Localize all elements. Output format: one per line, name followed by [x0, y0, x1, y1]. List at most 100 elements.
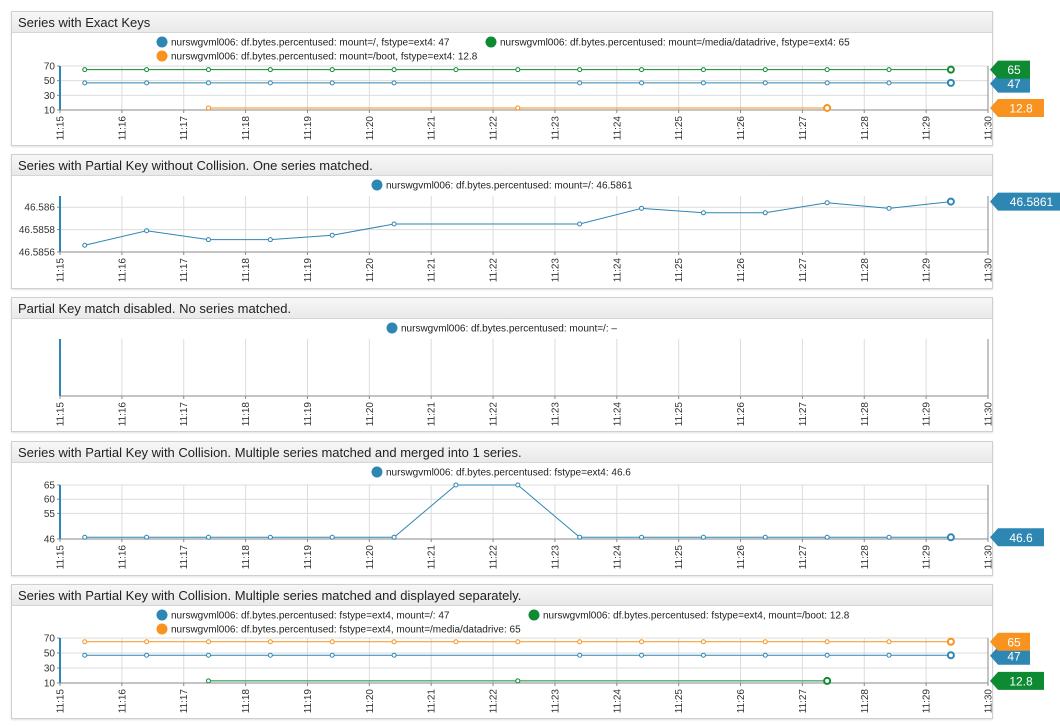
legend-label[interactable]: nurswgvml006: df.bytes.percentused: moun… [500, 38, 850, 49]
x-tick-label: 11:24 [612, 402, 623, 427]
x-tick-label: 11:27 [798, 116, 809, 141]
y-tick-label: 10 [44, 679, 56, 690]
legend-marker[interactable] [156, 36, 168, 48]
legend-label[interactable]: nurswgvml006: df.bytes.percentused: moun… [171, 52, 478, 63]
legend-label[interactable]: nurswgvml006: df.bytes.percentused: fsty… [386, 468, 631, 479]
legend-marker[interactable] [156, 623, 168, 635]
legend-label[interactable]: nurswgvml006: df.bytes.percentused: moun… [171, 38, 450, 49]
value-badge [990, 646, 1030, 665]
data-point [762, 639, 768, 645]
x-tick-label: 11:19 [303, 116, 314, 141]
x-tick-label: 11:21 [427, 258, 438, 283]
data-point [762, 80, 768, 86]
data-point [762, 652, 768, 658]
x-tick-label: 11:26 [736, 116, 747, 141]
data-point [329, 639, 335, 645]
x-tick-label: 11:29 [922, 545, 933, 570]
x-tick-label: 11:24 [612, 116, 623, 141]
legend-marker[interactable] [485, 36, 497, 48]
data-point [267, 237, 273, 243]
x-tick-label: 11:24 [612, 545, 623, 570]
x-tick-label: 11:30 [984, 545, 995, 570]
data-point [205, 80, 211, 86]
x-tick-label: 11:17 [179, 116, 190, 141]
x-tick-label: 11:15 [56, 402, 67, 427]
widget-title: Partial Key match disabled. No series ma… [12, 298, 992, 319]
data-point [639, 80, 645, 86]
data-point [267, 534, 273, 540]
x-tick-label: 11:21 [427, 689, 438, 714]
data-point [824, 639, 830, 645]
widget-title: Series with Partial Key without Collisio… [12, 155, 992, 176]
x-tick-label: 11:28 [860, 689, 871, 714]
data-point [515, 67, 521, 73]
chart-1: nurswgvml006: df.bytes.percentused: moun… [44, 36, 1044, 141]
legend-marker[interactable] [371, 466, 383, 478]
x-tick-label: 11:18 [241, 116, 252, 141]
data-point [205, 237, 211, 243]
x-tick-label: 11:25 [674, 402, 685, 427]
data-point [824, 652, 830, 658]
data-point [886, 80, 892, 86]
x-tick-label: 11:21 [427, 545, 438, 570]
data-point [700, 534, 706, 540]
data-point [823, 676, 832, 685]
chart-2: nurswgvml006: df.bytes.percentused: moun… [19, 179, 1060, 283]
legend-marker[interactable] [386, 322, 398, 334]
y-tick-label: 46.5858 [19, 225, 56, 236]
x-tick-label: 11:20 [365, 116, 376, 141]
data-point [886, 205, 892, 211]
x-tick-label: 11:30 [984, 258, 995, 283]
data-point [205, 652, 211, 658]
data-point [823, 103, 832, 112]
data-point [886, 652, 892, 658]
legend-label[interactable]: nurswgvml006: df.bytes.percentused: fsty… [543, 611, 850, 622]
x-tick-label: 11:16 [117, 689, 128, 714]
data-point [824, 67, 830, 73]
series-line [84, 201, 951, 246]
x-tick-label: 11:25 [674, 545, 685, 570]
data-point [886, 534, 892, 540]
legend-marker[interactable] [156, 609, 168, 621]
data-point [824, 80, 830, 86]
data-point [144, 228, 150, 234]
legend-marker[interactable] [156, 50, 168, 62]
data-point [82, 534, 88, 540]
x-tick-label: 11:27 [798, 545, 809, 570]
legend-label[interactable]: nurswgvml006: df.bytes.percentused: fsty… [171, 611, 450, 622]
widget-partial-key-disabled: Partial Key match disabled. No series ma… [11, 297, 993, 432]
x-tick-label: 11:16 [117, 402, 128, 427]
value-badge-label: 46.5861 [1010, 195, 1054, 209]
data-point [205, 105, 211, 111]
x-tick-label: 11:21 [427, 116, 438, 141]
data-point [639, 639, 645, 645]
data-point [577, 639, 583, 645]
x-tick-label: 11:26 [736, 258, 747, 283]
legend-marker[interactable] [371, 179, 383, 191]
legend-label[interactable]: nurswgvml006: df.bytes.percentused: fsty… [171, 625, 521, 636]
data-point [144, 652, 150, 658]
x-tick-label: 11:27 [798, 258, 809, 283]
x-tick-label: 11:30 [984, 402, 995, 427]
x-tick-label: 11:20 [365, 258, 376, 283]
legend-marker[interactable] [528, 609, 540, 621]
data-point [82, 80, 88, 86]
x-tick-label: 11:18 [241, 689, 252, 714]
chart-4: nurswgvml006: df.bytes.percentused: fsty… [44, 466, 1044, 570]
x-tick-label: 11:21 [427, 402, 438, 427]
data-point [453, 482, 459, 488]
x-tick-label: 11:15 [56, 116, 67, 141]
legend-label[interactable]: nurswgvml006: df.bytes.percentused: moun… [401, 324, 617, 335]
x-tick-label: 11:28 [860, 545, 871, 570]
data-point [391, 80, 397, 86]
data-point [205, 678, 211, 684]
x-tick-label: 11:18 [241, 258, 252, 283]
data-point [946, 78, 955, 87]
data-point [205, 639, 211, 645]
legend-label[interactable]: nurswgvml006: df.bytes.percentused: moun… [386, 181, 633, 192]
data-point [329, 534, 335, 540]
data-point [144, 80, 150, 86]
data-point [267, 639, 273, 645]
x-tick-label: 11:29 [922, 689, 933, 714]
value-badge-label: 47 [1007, 649, 1021, 663]
